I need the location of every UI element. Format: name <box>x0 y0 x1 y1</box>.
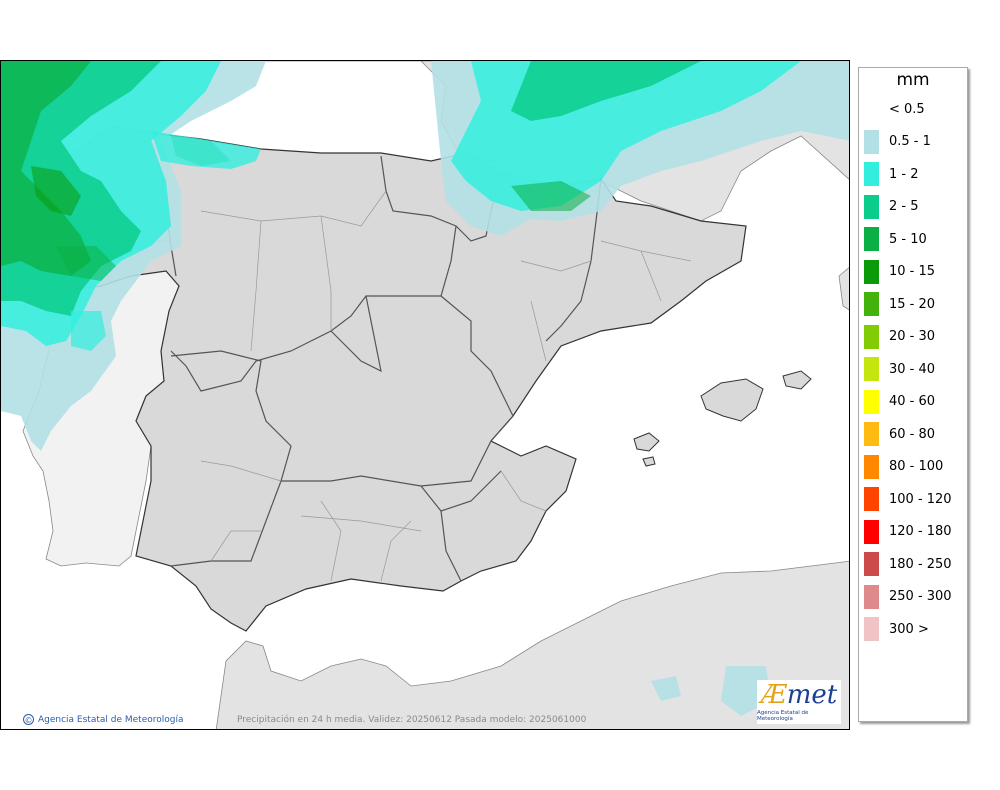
map-canvas <box>1 61 849 729</box>
legend-item: 0.5 - 1 <box>864 129 931 154</box>
legend-item: 5 - 10 <box>864 227 927 251</box>
legend-unit: mm <box>896 70 930 90</box>
copyright-credit: © Agencia Estatal de Meteorología <box>23 714 184 725</box>
legend-label: 80 - 100 <box>889 459 944 474</box>
legend-swatch <box>864 357 879 381</box>
legend-swatch <box>864 162 879 186</box>
legend-item: 30 - 40 <box>864 357 935 381</box>
legend-item: 15 - 20 <box>864 292 935 316</box>
legend-label: 60 - 80 <box>889 426 936 442</box>
legend-swatch <box>864 389 879 414</box>
legend-item: 10 - 15 <box>864 259 936 284</box>
menorca-land <box>782 370 812 390</box>
legend-item: 40 - 60 <box>864 389 936 414</box>
legend-item: 120 - 180 <box>864 519 952 544</box>
legend-label: 180 - 250 <box>889 556 952 572</box>
legend-swatch <box>864 519 879 544</box>
legend-swatch <box>864 194 879 219</box>
legend-item: < 0.5 <box>864 97 925 121</box>
legend-swatch <box>864 617 879 641</box>
legend-label: 40 - 60 <box>889 394 936 409</box>
legend-item: 80 - 100 <box>864 454 944 479</box>
legend-label: < 0.5 <box>889 101 925 117</box>
legend-swatch <box>864 129 879 154</box>
aemet-logo-subtitle: Agencia Estatal de Meteorología <box>757 710 809 722</box>
legend-swatch <box>864 227 879 251</box>
sardinia-land <box>838 267 849 311</box>
legend-swatch <box>864 487 879 511</box>
legend-swatch <box>864 97 879 121</box>
credit-text: Agencia Estatal de Meteorología <box>38 714 184 725</box>
copyright-icon: © <box>23 714 34 725</box>
legend-swatch <box>864 292 879 316</box>
formentera-land <box>642 456 656 467</box>
legend-label: 2 - 5 <box>889 199 919 214</box>
legend-label: 250 - 300 <box>889 589 952 604</box>
legend-label: 120 - 180 <box>889 524 952 539</box>
legend-item: 1 - 2 <box>864 162 919 186</box>
legend-swatch <box>864 552 879 576</box>
legend-label: 1 - 2 <box>889 166 919 182</box>
legend-item: 100 - 120 <box>864 487 952 511</box>
legend-label: 0.5 - 1 <box>889 134 931 149</box>
africa-land <box>215 560 849 729</box>
mallorca-land <box>700 378 764 422</box>
legend-swatch <box>864 454 879 479</box>
aemet-logo: Æmet Agencia Estatal de Meteorología <box>757 680 841 724</box>
legend-label: 15 - 20 <box>889 296 936 312</box>
legend-swatch <box>864 584 879 609</box>
legend-label: 5 - 10 <box>889 231 927 247</box>
legend-item: 20 - 30 <box>864 324 936 349</box>
legend-item: 180 - 250 <box>864 552 952 576</box>
legend-item: 2 - 5 <box>864 194 919 219</box>
legend-swatch <box>864 259 879 284</box>
legend-swatch <box>864 324 879 349</box>
legend-item: 300 > <box>864 617 929 641</box>
legend: mm < 0.5 0.5 - 1 1 - 2 2 - 5 5 - 10 10 - 15 15… <box>858 67 968 722</box>
legend-swatch <box>864 422 879 446</box>
legend-item: 60 - 80 <box>864 422 935 446</box>
ibiza-land <box>633 432 660 452</box>
precipitation-overlay <box>1 61 849 716</box>
map-caption: Precipitación en 24 h media. Validez: 20… <box>237 715 587 725</box>
legend-label: 300 > <box>889 621 929 637</box>
legend-label: 20 - 30 <box>889 329 936 344</box>
legend-item: 250 - 300 <box>864 584 952 609</box>
aemet-logo-word: Æmet <box>760 680 838 710</box>
precipitation-map: © Agencia Estatal de Meteorología Precip… <box>0 60 850 730</box>
legend-label: 100 - 120 <box>889 491 952 507</box>
legend-label: 30 - 40 <box>889 361 936 377</box>
legend-label: 10 - 15 <box>889 264 936 279</box>
